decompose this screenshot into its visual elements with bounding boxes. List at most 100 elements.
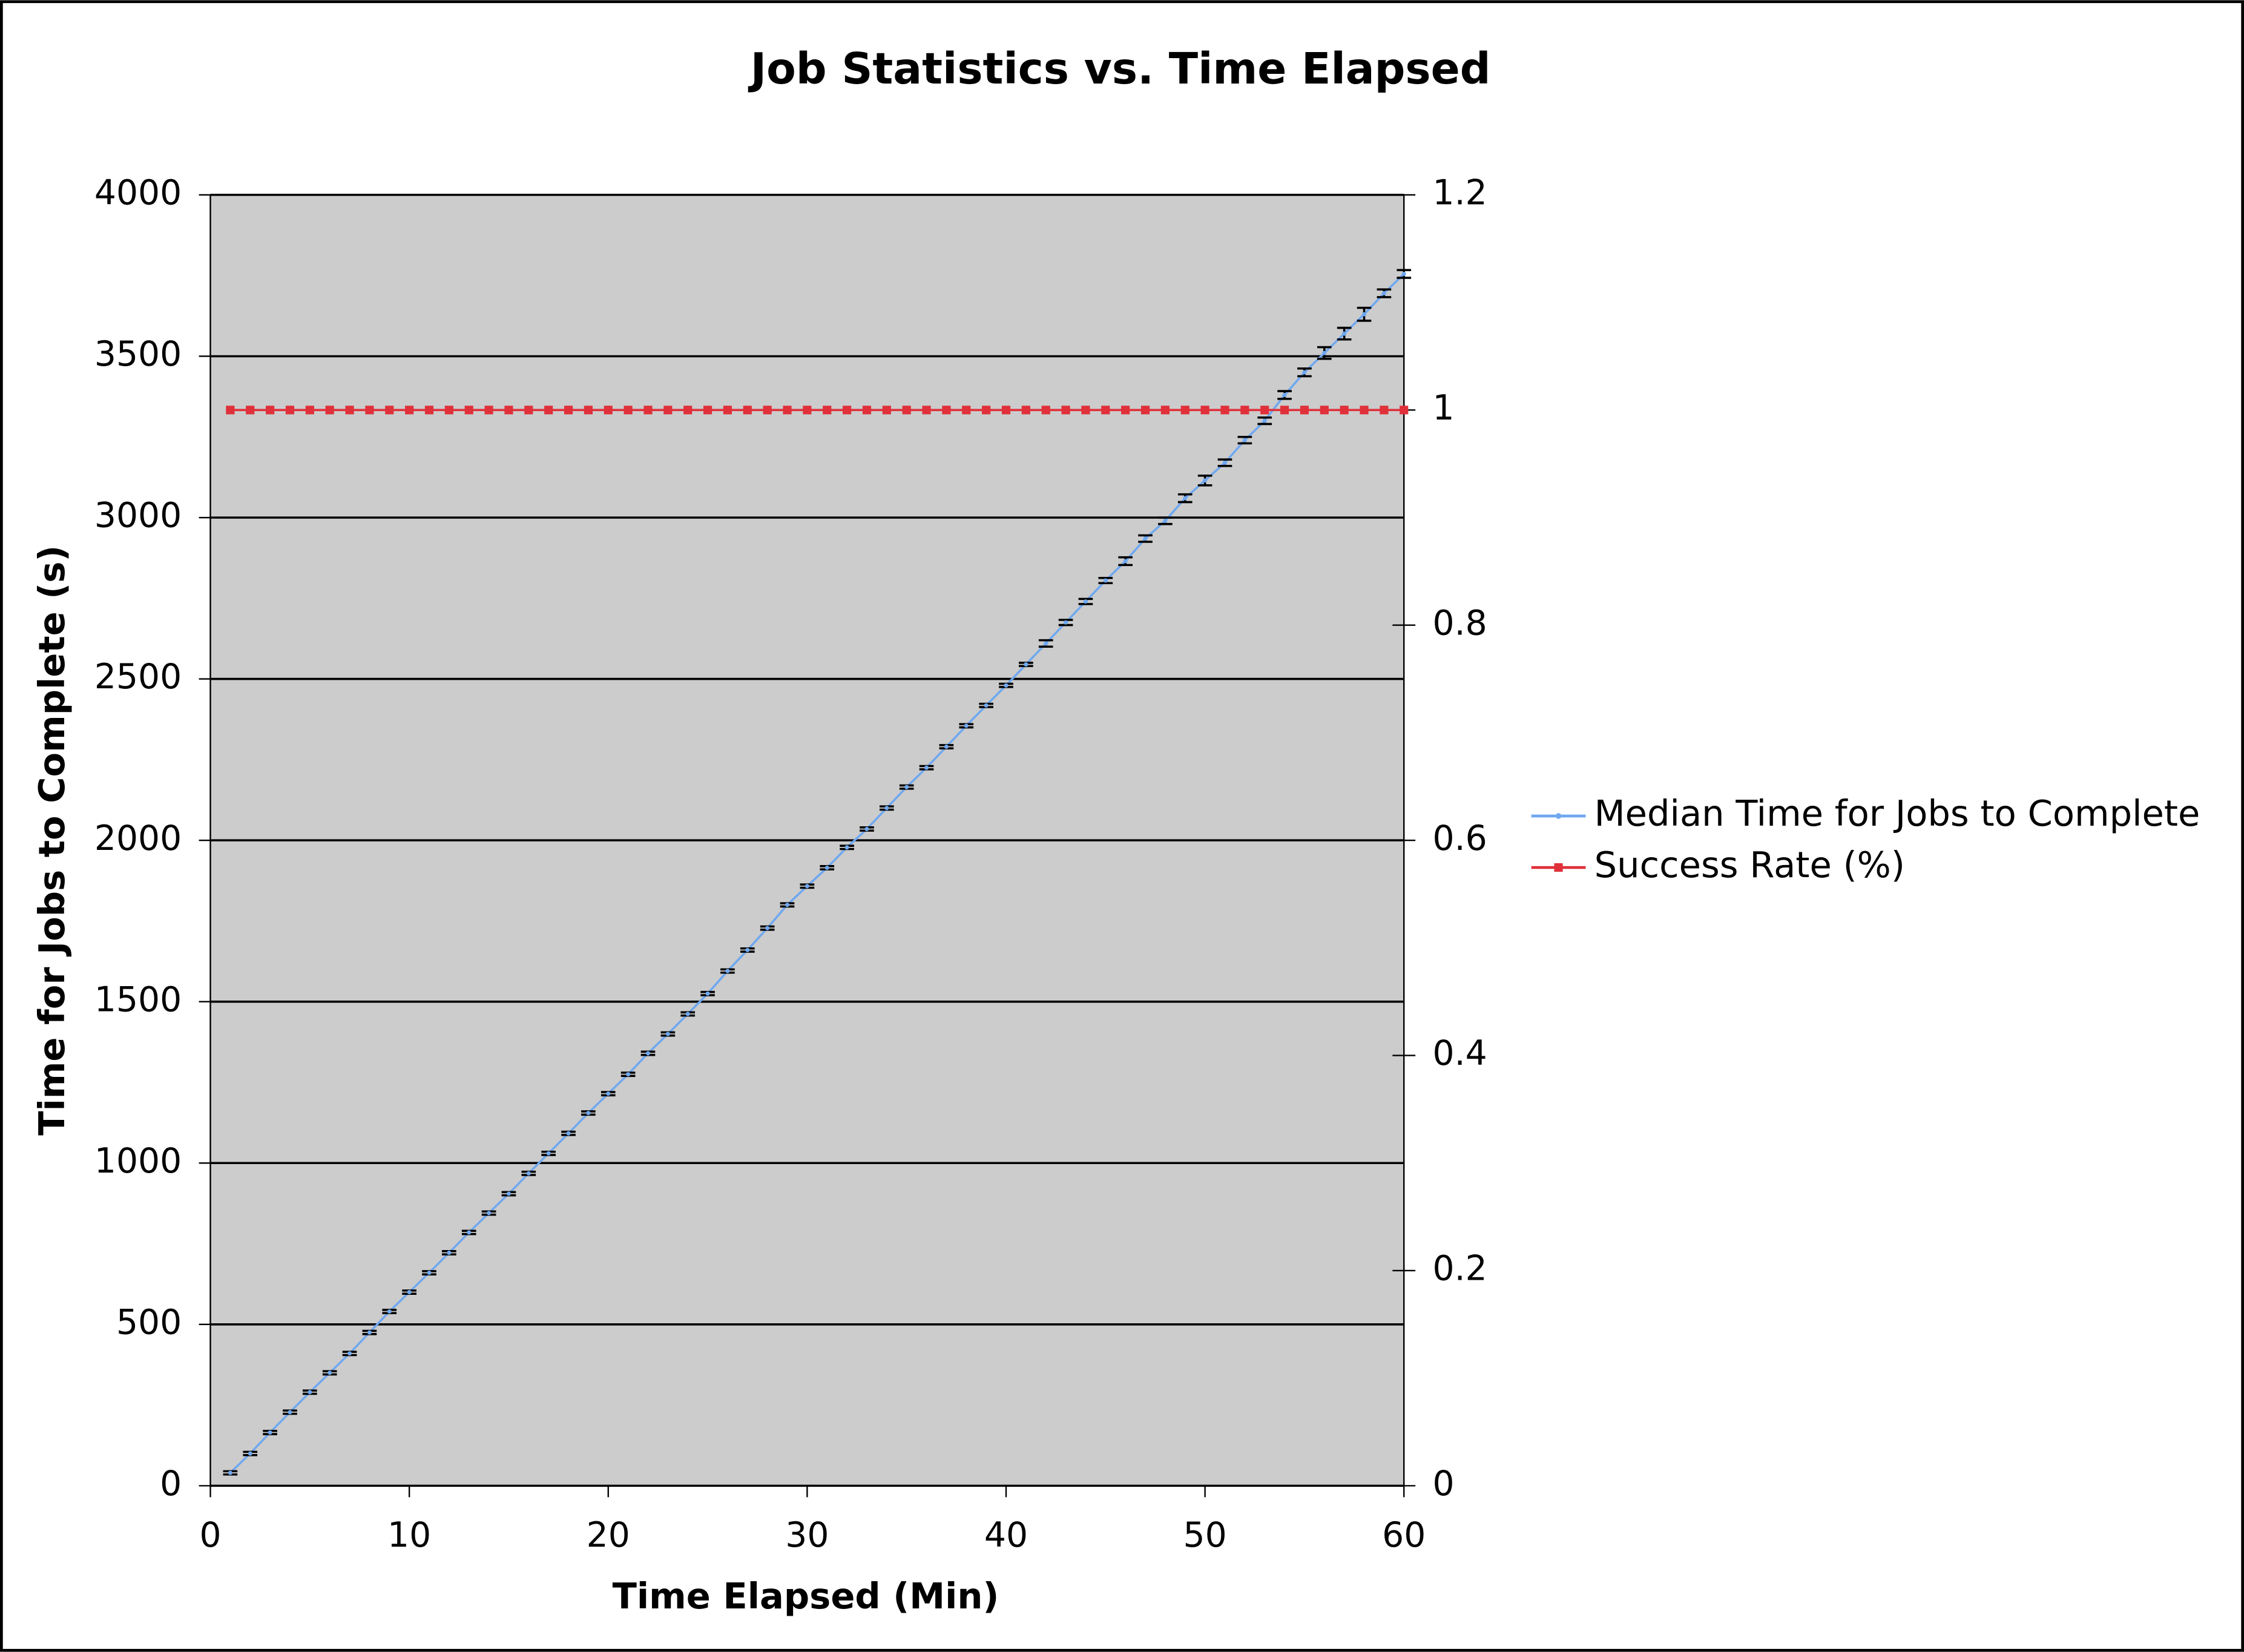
x-tick-label: 60 (1382, 1515, 1426, 1555)
point (1262, 418, 1267, 423)
point (1004, 683, 1008, 688)
point (484, 406, 493, 415)
point (922, 406, 931, 415)
point (464, 406, 473, 415)
y-tick-label: 500 (116, 1302, 182, 1342)
point (1320, 406, 1329, 415)
point (665, 1032, 670, 1036)
y-tick-label: 3000 (94, 496, 182, 536)
point (723, 406, 732, 415)
point (586, 1111, 591, 1116)
point (546, 1151, 551, 1156)
point (1061, 406, 1070, 415)
point (1121, 406, 1130, 415)
point (1183, 496, 1188, 501)
point (804, 884, 809, 889)
point (1203, 478, 1208, 483)
x-axis-title: Time Elapsed (Min) (613, 1575, 999, 1617)
point (765, 926, 770, 930)
y-tick-label: 3500 (94, 334, 182, 374)
point (246, 406, 255, 415)
point (228, 1470, 232, 1475)
point (1041, 406, 1050, 415)
point (248, 1451, 252, 1456)
point (844, 845, 849, 850)
point (524, 406, 533, 415)
point (1400, 406, 1409, 415)
point (1300, 406, 1309, 415)
y2-tick-label: 0 (1433, 1464, 1455, 1504)
point (1220, 406, 1229, 415)
point (882, 406, 891, 415)
point (1222, 460, 1228, 465)
point (942, 406, 951, 415)
y2-tick-label: 0.8 (1433, 603, 1487, 643)
point (325, 406, 334, 415)
point (1360, 406, 1369, 415)
point (367, 1330, 372, 1335)
point (1081, 406, 1090, 415)
point (1160, 406, 1170, 415)
point (1163, 518, 1168, 523)
y-tick-label: 1500 (94, 979, 182, 1019)
point (285, 406, 295, 415)
point (226, 406, 235, 415)
y-tick-label: 0 (160, 1464, 182, 1504)
point (725, 969, 730, 973)
point (803, 406, 812, 415)
y-tick-label: 2500 (94, 657, 182, 697)
point (564, 406, 573, 415)
point (1024, 662, 1028, 667)
point (407, 1289, 412, 1295)
x-tick-label: 50 (1183, 1515, 1227, 1555)
point (544, 406, 553, 415)
point (1342, 331, 1347, 336)
point (305, 406, 314, 415)
point (1064, 620, 1068, 625)
point (864, 826, 869, 832)
y2-tick-label: 1.2 (1433, 173, 1487, 213)
point (467, 1230, 472, 1235)
chart-title: Job Statistics vs. Time Elapsed (748, 44, 1491, 94)
point (884, 806, 889, 811)
y-tick-label: 2000 (94, 818, 182, 858)
point (1103, 578, 1108, 583)
point (1361, 312, 1367, 317)
point (345, 406, 354, 415)
point (504, 406, 513, 415)
point (703, 406, 712, 415)
legend-marker (1554, 863, 1563, 872)
y2-tick-label: 0.2 (1433, 1249, 1487, 1289)
x-tick-label: 40 (984, 1515, 1028, 1555)
point (1401, 271, 1406, 277)
point (902, 406, 911, 415)
point (645, 1051, 651, 1056)
y2-tick-label: 1 (1433, 388, 1455, 428)
point (745, 947, 750, 952)
point (984, 703, 989, 708)
point (643, 406, 653, 415)
point (1123, 559, 1128, 564)
point (365, 406, 374, 415)
point (1140, 406, 1150, 415)
x-tick-label: 30 (785, 1515, 829, 1555)
point (1001, 406, 1011, 415)
point (1242, 438, 1247, 443)
point (584, 406, 593, 415)
point (1282, 392, 1287, 397)
point (1044, 641, 1048, 646)
x-tick-label: 10 (387, 1515, 431, 1555)
point (683, 406, 693, 415)
point (743, 406, 752, 415)
point (1200, 406, 1209, 415)
point (566, 1131, 571, 1136)
point (327, 1371, 332, 1375)
point (962, 406, 971, 415)
point (1021, 406, 1030, 415)
point (705, 991, 710, 996)
point (663, 406, 673, 415)
point (964, 723, 969, 728)
point (785, 903, 790, 907)
point (685, 1012, 690, 1016)
